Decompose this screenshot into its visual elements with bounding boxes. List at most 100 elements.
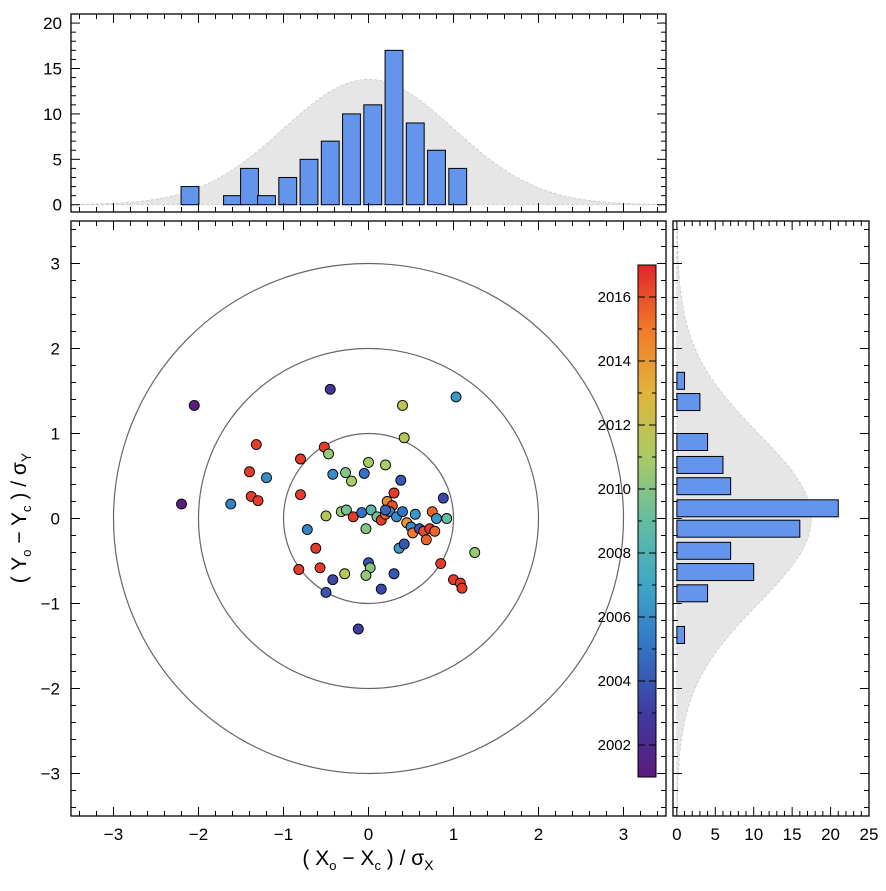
data-point xyxy=(429,525,441,537)
data-point xyxy=(456,582,468,594)
histogram-bar-right xyxy=(676,499,839,518)
histogram-bar-top xyxy=(384,49,404,206)
y-tick-label: −2 xyxy=(41,680,60,699)
histogram-bar-right xyxy=(676,584,709,603)
data-point xyxy=(356,507,368,518)
histogram-bar-right xyxy=(676,371,686,390)
histogram-bar-top xyxy=(405,122,425,206)
right-x-tick-label: 25 xyxy=(860,825,879,844)
y-tick-label: 0 xyxy=(51,510,60,529)
data-point xyxy=(324,383,336,395)
colorbar-tick-label: 2008 xyxy=(598,545,631,562)
top-y-tick-label: 10 xyxy=(43,105,62,124)
histogram-bar-right xyxy=(676,477,732,496)
data-point xyxy=(188,400,200,411)
data-point xyxy=(340,504,352,516)
histogram-bar-top xyxy=(427,149,446,206)
data-point xyxy=(314,562,326,574)
colorbar: 2002 2004 2006 2008 2010 2012 2014 2016 xyxy=(598,264,657,778)
y-tick-label: −3 xyxy=(41,765,60,784)
data-point xyxy=(244,466,255,478)
right-x-tick-label: 15 xyxy=(783,825,802,844)
data-point xyxy=(261,472,272,484)
data-point xyxy=(388,568,400,580)
top-y-tick-label: 15 xyxy=(43,59,62,78)
right-x-tick-label: 20 xyxy=(821,825,840,844)
data-point xyxy=(295,489,306,501)
histogram-bar-right xyxy=(676,563,755,582)
x-tick-label: 0 xyxy=(364,825,373,844)
histogram-bar-right xyxy=(676,541,732,560)
sigma-ring-3 xyxy=(112,262,625,775)
histogram-bar-right xyxy=(676,455,724,474)
x-tick-label: −3 xyxy=(104,825,123,844)
data-point xyxy=(310,542,322,554)
data-point xyxy=(441,513,453,524)
data-point xyxy=(320,587,332,598)
colorbar-tick-label: 2010 xyxy=(598,481,631,498)
data-point xyxy=(339,568,351,580)
data-point xyxy=(176,498,187,510)
data-point xyxy=(397,400,408,411)
data-point xyxy=(301,524,313,535)
x-tick-label: −2 xyxy=(189,825,208,844)
data-point xyxy=(340,467,351,479)
data-point xyxy=(250,439,262,450)
data-point xyxy=(323,448,334,460)
data-point xyxy=(365,504,377,516)
colorbar-tick-label: 2002 xyxy=(598,737,631,754)
data-point xyxy=(397,506,408,518)
top-y-tick-label: 5 xyxy=(53,150,62,169)
right-x-tick-label: 0 xyxy=(672,825,681,844)
histogram-bar-top xyxy=(448,167,468,206)
x-tick-label: 1 xyxy=(449,825,458,844)
sigma-ring-2 xyxy=(197,347,540,690)
gaussian-background-right xyxy=(676,221,812,816)
histogram-bar-top xyxy=(240,167,259,206)
data-point xyxy=(252,495,264,507)
data-point xyxy=(380,504,391,516)
right-histogram-panel: 0 5 10 15 20 25 xyxy=(672,220,879,844)
colorbar-tick-label: 2004 xyxy=(598,673,631,690)
histogram-bar-right xyxy=(676,433,709,451)
scatter-panel: −3 −2 −1 0 1 2 3 −3 −2 −1 0 1 2 3 xyxy=(41,220,667,844)
data-point xyxy=(360,523,372,535)
data-point xyxy=(360,570,372,581)
colorbar-tick-label: 2014 xyxy=(598,353,631,370)
histogram-bar-top xyxy=(223,195,242,206)
data-point xyxy=(431,513,442,524)
x-axis-label: ( Xo − Xc ) / σX xyxy=(302,847,434,873)
data-point xyxy=(327,468,339,480)
data-point xyxy=(398,432,410,444)
data-point xyxy=(347,511,359,523)
y-tick-label: 1 xyxy=(51,425,60,444)
sigma-ring-1 xyxy=(282,432,455,605)
top-y-tick-label: 0 xyxy=(53,196,62,215)
colorbar-tick-label: 2016 xyxy=(598,289,631,306)
data-point xyxy=(380,459,391,471)
histogram-bar-top xyxy=(299,158,319,206)
y-tick-label: −1 xyxy=(41,595,60,614)
y-tick-label: 3 xyxy=(51,255,60,274)
data-point xyxy=(395,474,407,486)
data-point xyxy=(375,583,387,595)
histogram-bar-top xyxy=(278,176,298,206)
histogram-bar-top xyxy=(342,113,361,206)
colorbar-tick-label: 2012 xyxy=(598,417,631,434)
histogram-bar-top xyxy=(180,186,200,206)
data-point xyxy=(225,498,237,510)
histogram-bar-right xyxy=(676,625,686,644)
data-point xyxy=(450,391,462,403)
x-tick-label: 3 xyxy=(619,825,628,844)
data-point xyxy=(363,456,374,468)
y-tick-label: 2 xyxy=(51,340,60,359)
y-axis-label: ( Yo − Yc ) / σY xyxy=(8,452,34,583)
data-point xyxy=(293,564,305,575)
data-point xyxy=(352,623,364,635)
right-x-tick-label: 5 xyxy=(711,825,720,844)
data-point xyxy=(388,487,400,499)
data-point xyxy=(327,574,339,586)
right-x-tick-label: 10 xyxy=(744,825,763,844)
data-point xyxy=(295,453,306,465)
